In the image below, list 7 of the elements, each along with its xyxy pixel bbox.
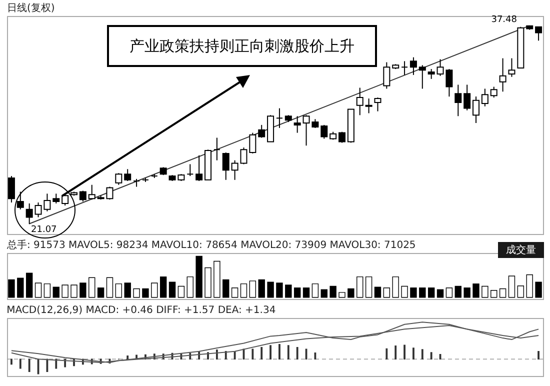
callout-box: 产业政策扶持则正向刺激股价上升 xyxy=(107,25,377,67)
text: 21.07 xyxy=(31,225,57,235)
text: 成交量 xyxy=(498,242,544,258)
chart-title: MACD(12,26,9) MACD: +0.46 DIFF: +1.57 DEA: +1.34 xyxy=(6,305,276,316)
chart-title: 总手: 91573 MAVOL5: 98234 MAVOL10: 78654 MAVOL20: 73909 MAVOL30: 71025 xyxy=(6,239,416,251)
chart-title: 日线(复权) xyxy=(7,2,55,14)
text: 37.48 xyxy=(491,15,517,25)
